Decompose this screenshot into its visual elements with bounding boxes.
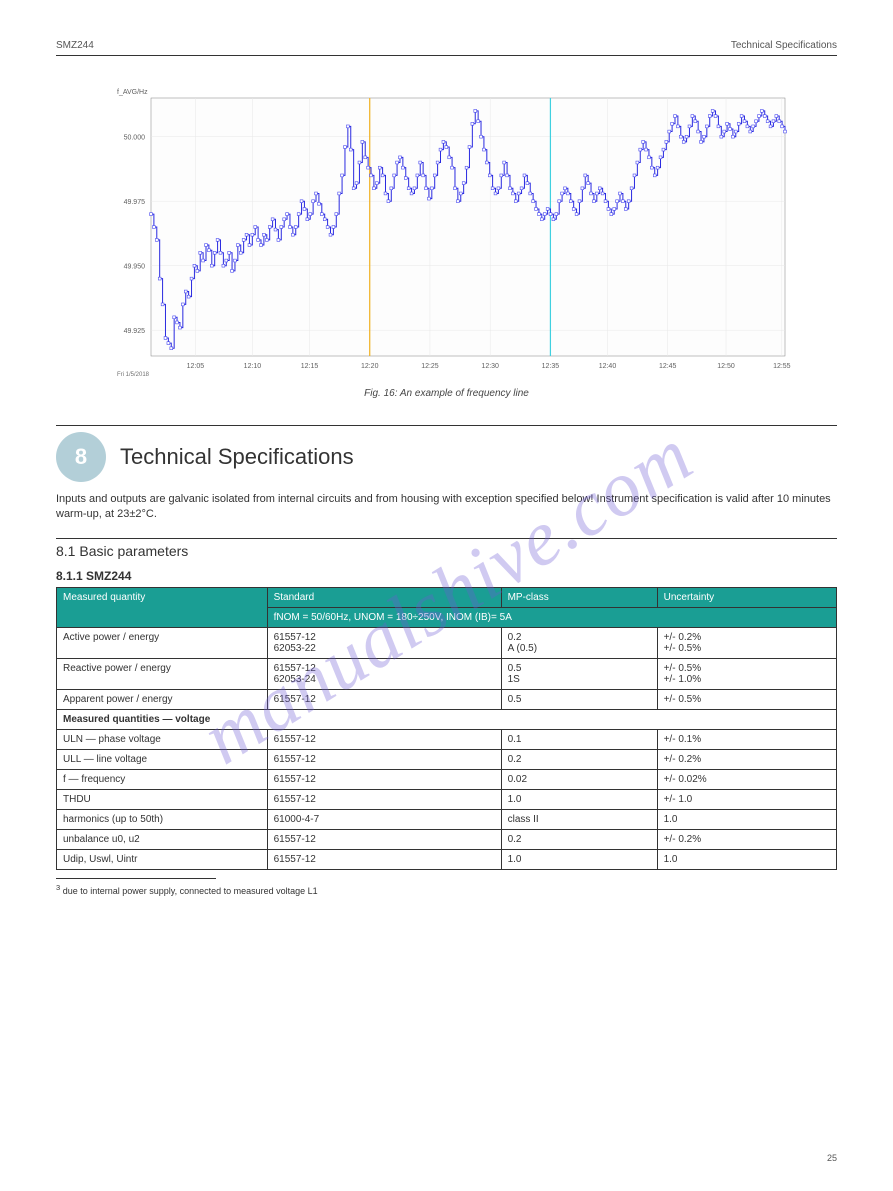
svg-text:12:10: 12:10: [243, 363, 261, 370]
table-cell: +/- 0.2%: [657, 749, 836, 769]
section-number-circle: 8: [56, 432, 106, 482]
table-cell: Apparent power / energy: [57, 689, 268, 709]
table-row: f — frequency61557-120.02+/- 0.02%: [57, 769, 837, 789]
subsubsection-heading: 8.1.1 SMZ244: [56, 569, 837, 583]
svg-text:12:25: 12:25: [421, 363, 439, 370]
table-head: Measured quantity Standard MP-class Unce…: [57, 587, 837, 627]
header-right: Technical Specifications: [731, 40, 837, 51]
svg-text:12:40: 12:40: [598, 363, 616, 370]
section-title: Technical Specifications: [120, 444, 354, 470]
svg-text:49.925: 49.925: [123, 328, 145, 335]
table-cell: 61557-12: [267, 729, 501, 749]
section-number: 8: [75, 444, 87, 470]
table-cell: 0.2A (0.5): [501, 627, 657, 658]
table-cell: 1.0: [501, 789, 657, 809]
col-mpclass: MP-class: [501, 587, 657, 607]
table-cell: 1.0: [501, 849, 657, 869]
table-row: ULL — line voltage61557-120.2+/- 0.2%: [57, 749, 837, 769]
section-intro: Inputs and outputs are galvanic isolated…: [56, 492, 837, 522]
table-row: Apparent power / energy61557-120.5+/- 0.…: [57, 689, 837, 709]
chart-canvas: 49.925 49.950 49.975 50.000 12:05 12:10 12:15 1…: [103, 80, 791, 382]
table-cell: 61557-12: [267, 689, 501, 709]
table-subheader: fNOM = 50/60Hz, UNOM = 180÷250V, INOM (I…: [267, 607, 836, 627]
table-body: Active power / energy61557-1262053-220.2…: [57, 627, 837, 869]
svg-text:12:45: 12:45: [658, 363, 676, 370]
col-standard: Standard: [267, 587, 501, 607]
table-cell: 61000-4-7: [267, 809, 501, 829]
table-cell: +/- 0.1%: [657, 729, 836, 749]
svg-text:12:30: 12:30: [481, 363, 499, 370]
section-rule: [56, 425, 837, 426]
table-cell: 0.5: [501, 689, 657, 709]
table-cell: 0.02: [501, 769, 657, 789]
table-cell: Udip, Uswl, Uintr: [57, 849, 268, 869]
table-cell: unbalance u0, u2: [57, 829, 268, 849]
svg-text:12:20: 12:20: [360, 363, 378, 370]
table-cell: 61557-1262053-22: [267, 627, 501, 658]
table-row: Active power / energy61557-1262053-220.2…: [57, 627, 837, 658]
table-row: unbalance u0, u261557-120.2+/- 0.2%: [57, 829, 837, 849]
svg-text:49.950: 49.950: [123, 264, 145, 271]
svg-text:12:35: 12:35: [541, 363, 559, 370]
footer-right: 25: [827, 1153, 837, 1163]
svg-text:f_AVG/Hz: f_AVG/Hz: [117, 89, 148, 96]
footnote-rule: [56, 878, 216, 879]
table-row: THDU61557-121.0+/- 1.0: [57, 789, 837, 809]
header-left: SMZ244: [56, 40, 94, 51]
page-header: SMZ244 Technical Specifications: [56, 40, 837, 56]
table-row: harmonics (up to 50th)61000-4-7class II1…: [57, 809, 837, 829]
svg-text:Fri 1/5/2018: Fri 1/5/2018: [117, 372, 150, 378]
table-row: Udip, Uswl, Uintr61557-121.01.0: [57, 849, 837, 869]
table-section-row: Measured quantities — voltage: [57, 709, 837, 729]
table-cell: 61557-12: [267, 749, 501, 769]
table-cell: 61557-1262053-24: [267, 658, 501, 689]
figure-caption: Fig. 16: An example of frequency line: [56, 388, 837, 399]
subsection-rule: [56, 538, 837, 539]
table-cell: ULL — line voltage: [57, 749, 268, 769]
table-cell: class II: [501, 809, 657, 829]
table-cell: 1.0: [657, 849, 836, 869]
footnote: 3 due to internal power supply, connecte…: [56, 883, 837, 898]
table-cell: f — frequency: [57, 769, 268, 789]
table-cell: ULN — phase voltage: [57, 729, 268, 749]
svg-text:49.975: 49.975: [123, 199, 145, 206]
col-quantity: Measured quantity: [57, 587, 268, 627]
table-cell: 0.51S: [501, 658, 657, 689]
table-cell: +/- 0.5%+/- 1.0%: [657, 658, 836, 689]
table-cell: Reactive power / energy: [57, 658, 268, 689]
table-cell: +/- 0.5%: [657, 689, 836, 709]
svg-text:50.000: 50.000: [123, 135, 145, 142]
table-cell: 1.0: [657, 809, 836, 829]
table-cell: +/- 1.0: [657, 789, 836, 809]
svg-text:12:55: 12:55: [773, 363, 791, 370]
svg-text:12:15: 12:15: [300, 363, 318, 370]
footnote-marker: 3: [56, 883, 60, 892]
section-heading: 8 Technical Specifications: [56, 432, 837, 482]
table-cell: Active power / energy: [57, 627, 268, 658]
table-row: Reactive power / energy61557-1262053-240…: [57, 658, 837, 689]
table-cell: +/- 0.02%: [657, 769, 836, 789]
table-cell: THDU: [57, 789, 268, 809]
table-row: ULN — phase voltage61557-120.1+/- 0.1%: [57, 729, 837, 749]
subsection-heading: 8.1 Basic parameters: [56, 543, 837, 559]
footnote-text: due to internal power supply, connected …: [63, 886, 318, 896]
table-cell: 61557-12: [267, 849, 501, 869]
table-cell: 61557-12: [267, 829, 501, 849]
table-cell: +/- 0.2%+/- 0.5%: [657, 627, 836, 658]
table-cell: 0.1: [501, 729, 657, 749]
svg-text:12:50: 12:50: [717, 363, 735, 370]
table-cell: 0.2: [501, 829, 657, 849]
table-cell: 61557-12: [267, 769, 501, 789]
frequency-chart: 49.925 49.950 49.975 50.000 12:05 12:10 12:15 1…: [103, 80, 791, 382]
table-cell: +/- 0.2%: [657, 829, 836, 849]
table-section-label: Measured quantities — voltage: [57, 709, 837, 729]
svg-text:12:05: 12:05: [186, 363, 204, 370]
table-cell: 61557-12: [267, 789, 501, 809]
spec-table: Measured quantity Standard MP-class Unce…: [56, 587, 837, 870]
page-footer: 25: [56, 1153, 837, 1163]
col-uncertainty: Uncertainty: [657, 587, 836, 607]
table-cell: 0.2: [501, 749, 657, 769]
table-cell: harmonics (up to 50th): [57, 809, 268, 829]
